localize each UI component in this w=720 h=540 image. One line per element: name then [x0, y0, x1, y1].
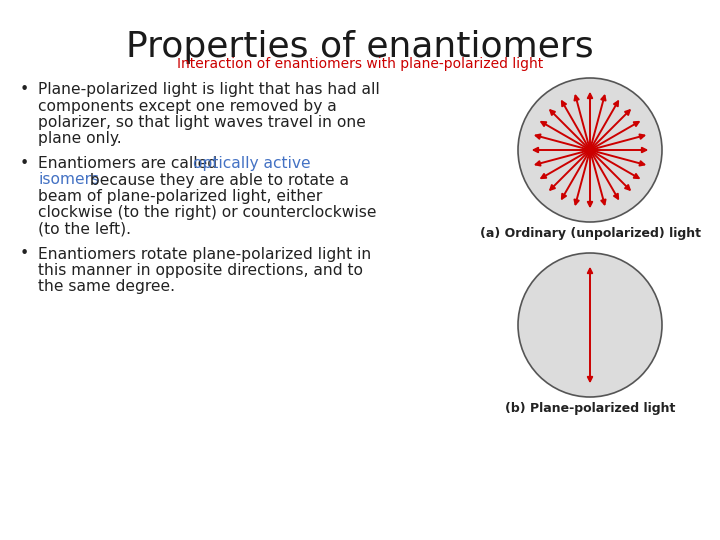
- Text: Enantiomers rotate plane-polarized light in: Enantiomers rotate plane-polarized light…: [38, 246, 372, 261]
- Text: •: •: [20, 246, 30, 261]
- Text: optically active: optically active: [192, 156, 310, 171]
- Text: (to the left).: (to the left).: [38, 222, 131, 237]
- Text: Properties of enantiomers: Properties of enantiomers: [126, 30, 594, 64]
- Text: •: •: [20, 156, 30, 171]
- Text: beam of plane-polarized light, either: beam of plane-polarized light, either: [38, 189, 323, 204]
- Text: this manner in opposite directions, and to: this manner in opposite directions, and …: [38, 263, 363, 278]
- Text: •: •: [20, 82, 30, 97]
- Circle shape: [518, 253, 662, 397]
- Text: plane only.: plane only.: [38, 132, 122, 146]
- Text: (b) Plane-polarized light: (b) Plane-polarized light: [505, 402, 675, 415]
- Text: the same degree.: the same degree.: [38, 280, 175, 294]
- Text: (a) Ordinary (unpolarized) light: (a) Ordinary (unpolarized) light: [480, 227, 701, 240]
- Text: polarizer, so that light waves travel in one: polarizer, so that light waves travel in…: [38, 115, 366, 130]
- Circle shape: [518, 78, 662, 222]
- Text: components except one removed by a: components except one removed by a: [38, 98, 337, 113]
- Text: because they are able to rotate a: because they are able to rotate a: [85, 172, 349, 187]
- Text: isomers: isomers: [38, 172, 99, 187]
- Text: Interaction of enantiomers with plane-polarized light: Interaction of enantiomers with plane-po…: [177, 57, 543, 71]
- Text: Plane-polarized light is light that has had all: Plane-polarized light is light that has …: [38, 82, 379, 97]
- Text: clockwise (to the right) or counterclockwise: clockwise (to the right) or counterclock…: [38, 206, 377, 220]
- Text: Enantiomers are called: Enantiomers are called: [38, 156, 222, 171]
